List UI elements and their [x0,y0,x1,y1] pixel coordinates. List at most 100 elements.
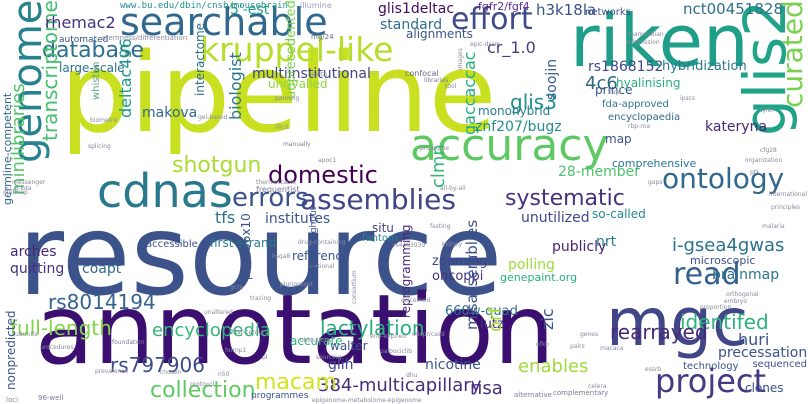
word-microscopic: microscopic [690,254,756,267]
word-dhu: dhu [406,372,418,379]
word-coapt: coapt [82,261,122,277]
word-assemblies: assemblies [300,183,456,216]
word-reference: reference [292,249,350,263]
word-stemness-differentiation: stemness/differentiation [102,34,188,42]
word-fgfr2-fgf4: fgfr2/fgf4 [478,0,530,13]
word-tyler: tyler [760,107,774,114]
word-end-expired: end-expired [370,333,406,340]
word-consortium: consortium [351,270,358,304]
word-accessible: accessible [146,239,198,250]
word-database: database [42,38,144,63]
word-cdnas: cdnas [97,164,233,218]
word-znf207-bugz: znf207/bugz [475,119,562,135]
word-i-gsea4gwas: i-gsea4gwas [672,235,785,256]
word-mg-24: mg/24 [311,33,334,41]
word-nicotine: nicotine [425,357,481,373]
word-procedures: procedures [40,344,74,351]
word-networks: networks [585,7,631,18]
word-hnrnp1: hnrnp1 [225,347,247,354]
word-rhemac2: rhemac2 [45,13,116,32]
word-oncoppi: oncoppi [432,269,484,284]
word-institutes: institutes [265,211,331,227]
word-read: read [673,257,741,292]
word-kruppel-like: kruppel-like [200,30,394,69]
word-automated: automated [59,35,109,45]
word-zooming: zooming [432,254,488,269]
word-submission: submission [626,39,660,46]
word-n50: n50 [218,371,230,378]
word-arches: arches [10,244,57,260]
word-ontology: ontology [662,162,785,195]
word-pl: pl [262,354,268,361]
word-zic: zic [538,308,557,330]
word-illicit: illicit [275,124,289,131]
word-international: international [768,191,807,198]
word-rbp-rna: rbp-rna [628,123,651,130]
word-rs8014194: rs8014194 [48,290,156,314]
word-mammalian: mammalian [628,31,664,38]
word-riken: riken [570,0,749,83]
word-tracing: tracing [250,295,272,302]
word-standard: standard [380,17,443,33]
word-unaltered: unaltered [204,309,233,316]
word-hybridization: hybridization [662,59,747,74]
word-whistlin: whistlin [91,61,102,100]
word-celera: celera [588,383,607,390]
word-quitting: quitting [10,261,65,277]
word-annotation: annotation [35,274,555,386]
word-map: map [605,132,632,146]
word-encyclopedia: encyclopedia [152,320,271,341]
word-51-8-kda: 51.8-kda [5,185,32,192]
word-embryo: embryo [724,298,748,305]
word-lactylation: lactylation [320,316,425,340]
word-first-strand: first-strand [210,236,277,250]
word-ptk: ptk [750,169,760,176]
word-chosen: chosen [160,369,182,376]
word-deltac496: deltac496 [116,38,135,118]
word-pluripotent: pluripotent [280,281,314,288]
word-splicing: splicing [88,143,111,150]
word-gcta: gcta [230,284,244,291]
word-organization: organization [745,157,783,164]
word-unprecedented: unprecedented [284,0,299,99]
word-rs4483939: rs4483939 [393,242,426,249]
word-confocal: confocal [405,69,439,78]
word-4c6: 4c6 [585,73,618,94]
word-so-called: so-called [592,207,646,221]
word-thermostable: thermostable [256,179,297,186]
word-fasting: fasting [430,223,451,230]
word-glis1deltac: glis1deltac [378,1,455,17]
word-identifed: identifed [680,310,769,334]
word-gaps: gaps [648,179,663,186]
word-brainmap: brainmap [712,267,780,283]
word-libraries: libraries [424,77,449,84]
word-alignments: alignments [406,27,473,41]
word-collection: collection [150,378,256,403]
word-pairs: pairs [570,343,585,350]
word-interactome: interactome [193,22,207,96]
word-illumine: illumine [300,1,332,10]
word-hqa: hqa [610,89,622,96]
word-rs1868152: rs1868152 [588,59,664,75]
word-subunits: subunits [12,331,38,338]
word-domestic: domestic [268,161,378,189]
word-alternative: alternative [514,391,552,399]
word-lutz: lutz [480,317,504,332]
word-gel-based: gel-based [198,114,228,121]
word-macaca: macaca [600,345,624,352]
word-publicly: publicly [552,239,607,255]
word-nct00451828: nct00451828 [683,0,783,18]
word-technology: technology [683,361,739,372]
word-programmes: programmes [251,391,309,401]
word-complementary: complementary [553,389,609,397]
word-messenger: messenger [12,179,46,186]
word-principles: principles [771,204,801,211]
word-ipscs: ipscs [680,95,696,102]
word-enables: enables [518,356,589,377]
word-ubiquitous: ubiquitous [300,337,332,344]
word-frequentist: frequentist [256,185,300,194]
word-effort: effort [451,2,533,37]
word-loci: loci [6,396,19,404]
word-huri: huri [738,330,770,349]
word-glis3: glis3 [510,90,557,114]
